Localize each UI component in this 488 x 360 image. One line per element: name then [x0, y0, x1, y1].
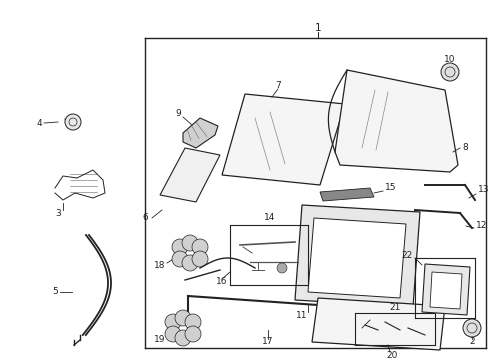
- Text: 8: 8: [461, 144, 467, 153]
- Circle shape: [184, 326, 201, 342]
- Circle shape: [175, 330, 191, 346]
- Circle shape: [172, 251, 187, 267]
- Text: 5: 5: [52, 288, 58, 297]
- Text: 2: 2: [468, 338, 474, 346]
- Polygon shape: [307, 218, 405, 298]
- Polygon shape: [160, 148, 220, 202]
- Text: 14: 14: [264, 213, 275, 222]
- Polygon shape: [183, 118, 218, 148]
- Text: 4: 4: [36, 118, 42, 127]
- Circle shape: [172, 239, 187, 255]
- Text: 20: 20: [386, 351, 397, 360]
- Text: 9: 9: [175, 108, 181, 117]
- Polygon shape: [429, 272, 461, 309]
- Text: 12: 12: [475, 220, 487, 230]
- Text: 21: 21: [388, 303, 400, 312]
- Circle shape: [164, 314, 181, 330]
- Text: 22: 22: [401, 251, 412, 260]
- Polygon shape: [294, 205, 419, 307]
- Text: 18: 18: [153, 261, 164, 270]
- Circle shape: [182, 235, 198, 251]
- Text: 1: 1: [314, 23, 321, 33]
- Circle shape: [192, 251, 207, 267]
- Text: 3: 3: [55, 208, 61, 217]
- Circle shape: [462, 319, 480, 337]
- Text: 10: 10: [443, 55, 455, 64]
- Circle shape: [192, 239, 207, 255]
- Circle shape: [182, 255, 198, 271]
- Text: 11: 11: [296, 310, 307, 320]
- Polygon shape: [334, 70, 457, 172]
- Circle shape: [175, 310, 191, 326]
- Polygon shape: [421, 264, 469, 315]
- Text: 16: 16: [216, 278, 227, 287]
- Text: 6: 6: [142, 213, 148, 222]
- Text: 13: 13: [477, 185, 488, 194]
- Circle shape: [184, 314, 201, 330]
- Polygon shape: [222, 94, 345, 185]
- Text: 17: 17: [262, 338, 273, 346]
- Polygon shape: [319, 188, 373, 201]
- Circle shape: [164, 326, 181, 342]
- Circle shape: [276, 263, 286, 273]
- Text: 15: 15: [384, 184, 396, 193]
- Text: 19: 19: [153, 336, 164, 345]
- Circle shape: [65, 114, 81, 130]
- Circle shape: [440, 63, 458, 81]
- Polygon shape: [311, 298, 444, 350]
- Text: 7: 7: [275, 81, 280, 90]
